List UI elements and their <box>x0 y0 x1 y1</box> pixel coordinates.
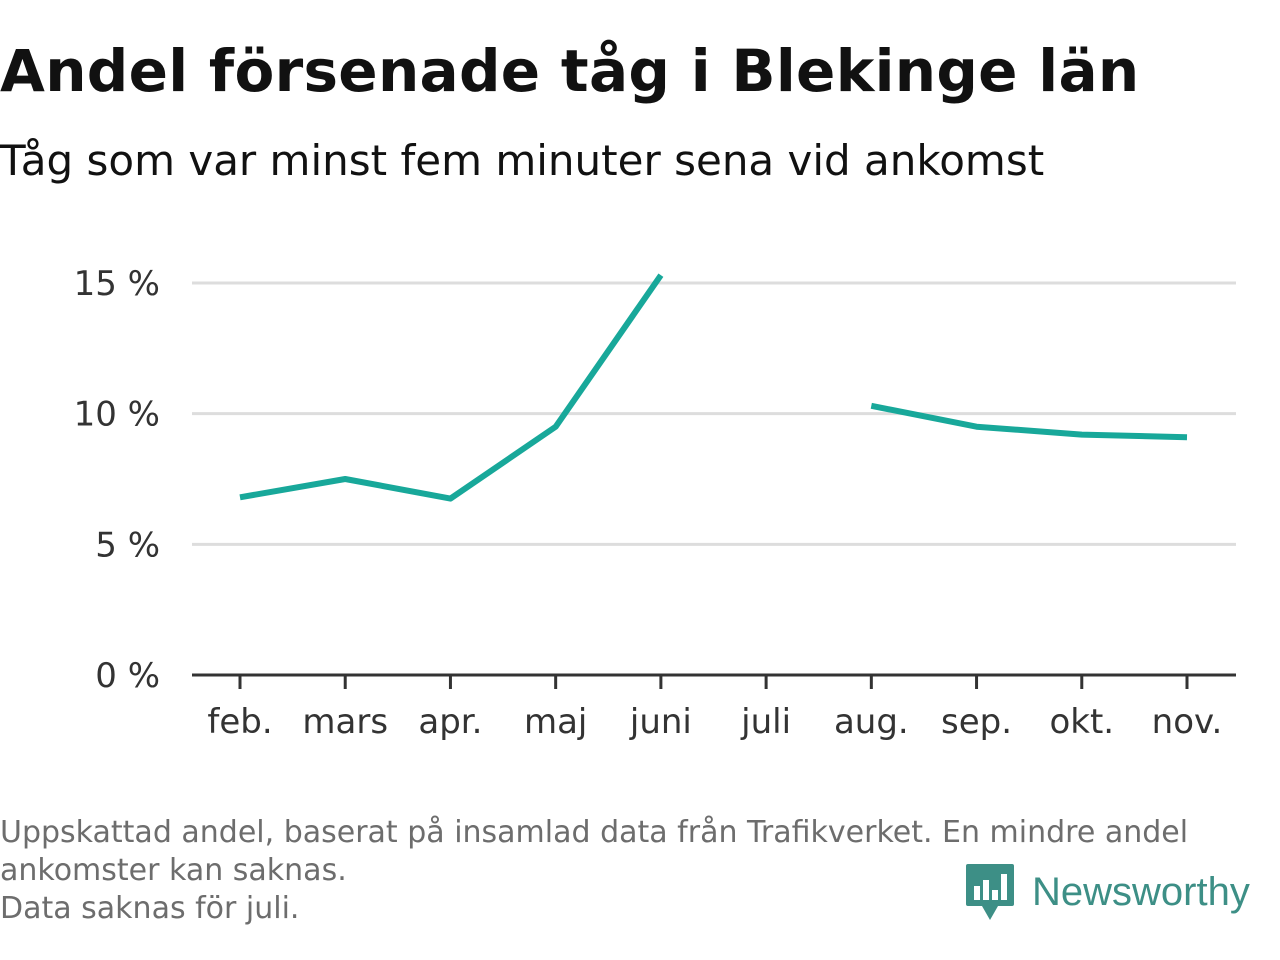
y-tick-label: 15 % <box>74 264 160 304</box>
x-tick-label: juni <box>629 702 692 742</box>
brand-name: Newsworthy <box>1032 869 1250 914</box>
footnote-line-2: ankomster kan saknas. <box>0 853 347 888</box>
x-tick-label: nov. <box>1152 702 1223 742</box>
newsworthy-logo-icon <box>966 864 1014 920</box>
grid-lines <box>192 281 1236 546</box>
x-tick-label: feb. <box>207 702 272 742</box>
series-line <box>239 273 664 502</box>
series-lines <box>239 273 1188 502</box>
footnote-line-1: Uppskattad andel, baserat på insamlad da… <box>0 815 1189 850</box>
series-line <box>870 402 1188 441</box>
y-tick-label: 10 % <box>74 395 160 435</box>
chart-subtitle: Tåg som var minst fem minuter sena vid a… <box>0 136 1045 185</box>
x-tick-label: aug. <box>834 702 909 742</box>
x-tick-label: sep. <box>941 702 1012 742</box>
y-tick-label: 5 % <box>95 525 160 565</box>
footnote-line-3: Data saknas för juli. <box>0 891 300 926</box>
x-tick-label: apr. <box>418 702 482 742</box>
chart-title: Andel försenade tåg i Blekinge län <box>0 37 1140 105</box>
x-axis <box>192 673 1236 689</box>
x-tick-label: juli <box>740 702 791 742</box>
footnote: Uppskattad andel, baserat på insamlad da… <box>0 814 1188 928</box>
y-tick-label: 0 % <box>95 656 160 696</box>
x-axis-tick-labels: feb. mars apr. maj juni juli aug. sep. okt. nov. <box>207 702 1222 742</box>
y-axis-tick-labels: 0 % 5 % 10 % 15 % <box>74 264 160 696</box>
x-tick-label: mars <box>302 702 388 742</box>
x-tick-label: okt. <box>1049 702 1114 742</box>
brand-logo: Newsworthy <box>964 860 1250 924</box>
x-tick-label: maj <box>524 702 587 742</box>
